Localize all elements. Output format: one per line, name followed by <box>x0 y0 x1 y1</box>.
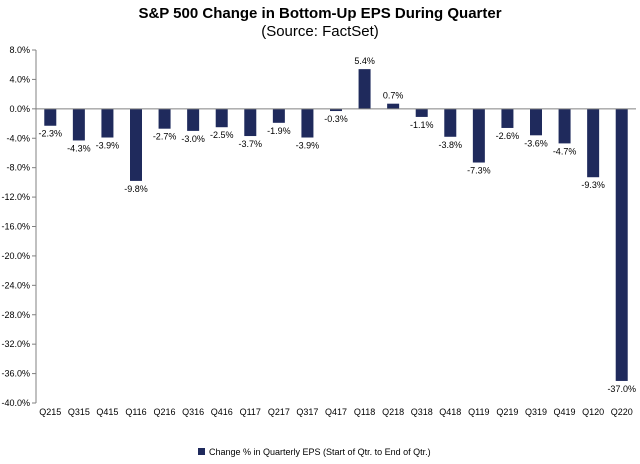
bar <box>101 108 114 138</box>
y-tick-label: 0.0% <box>9 104 30 114</box>
bar <box>358 69 371 109</box>
y-tick-label: -8.0% <box>6 163 30 173</box>
data-label: -1.1% <box>410 120 434 130</box>
y-axis: 8.0% 4.0% 0.0% -4.0% -8.0% -12.0% -16.0% -20.0%… <box>1 45 37 408</box>
y-tick-label: -24.0% <box>1 280 30 290</box>
y-tick-label: 8.0% <box>9 45 30 55</box>
bar <box>158 108 171 129</box>
bar <box>44 108 57 126</box>
bar <box>130 108 142 181</box>
data-label: -37.0% <box>607 384 636 394</box>
x-tick-label: Q218 <box>382 407 404 417</box>
data-label: -2.7% <box>153 132 177 142</box>
x-tick-label: Q220 <box>611 407 633 417</box>
x-tick-label: Q119 <box>468 407 489 417</box>
x-tick-label: Q216 <box>154 407 176 417</box>
data-label: -3.8% <box>439 140 463 150</box>
data-label: -3.9% <box>296 141 320 151</box>
x-tick-label: Q418 <box>439 407 461 417</box>
data-label: -2.6% <box>496 131 520 141</box>
y-tick-label: -28.0% <box>1 310 30 320</box>
x-tick-label: Q316 <box>182 407 204 417</box>
y-tick-label: -4.0% <box>6 133 30 143</box>
data-label: -9.8% <box>124 184 148 194</box>
y-tick-label: -32.0% <box>1 339 30 349</box>
x-tick-label: Q419 <box>554 407 576 417</box>
data-label: -3.9% <box>96 141 120 151</box>
x-tick-label: Q117 <box>240 407 261 417</box>
x-tick-label: Q318 <box>411 407 433 417</box>
bar <box>301 108 314 138</box>
x-tick-label: Q219 <box>496 407 518 417</box>
bar <box>501 108 514 128</box>
x-tick-label: Q217 <box>268 407 290 417</box>
x-tick-label: Q315 <box>68 407 90 417</box>
data-labels: -2.3% -4.3% -3.9% -9.8% -2.7% -3.0% -2.5% -3.7%… <box>39 56 636 394</box>
x-tick-label: Q120 <box>582 407 604 417</box>
bars <box>44 69 628 381</box>
legend-label: Change % in Quarterly EPS (Start of Qtr.… <box>209 447 431 457</box>
data-label: -2.3% <box>39 129 63 139</box>
data-label: 5.4% <box>354 56 375 66</box>
bar <box>472 108 485 163</box>
x-tick-label: Q215 <box>39 407 61 417</box>
x-tick-label: Q319 <box>525 407 547 417</box>
legend-swatch <box>198 448 205 455</box>
data-label: 0.7% <box>383 91 404 101</box>
chart-title: S&P 500 Change in Bottom-Up EPS During Q… <box>138 5 502 22</box>
x-tick-label: Q416 <box>211 407 233 417</box>
x-axis: Q215 Q315 Q415 Q116 Q216 Q316 Q416 Q117 Q217 Q317… <box>36 108 636 417</box>
data-label: -4.7% <box>553 146 577 156</box>
bar <box>415 108 428 117</box>
data-label: -0.3% <box>324 114 348 124</box>
data-label: -4.3% <box>67 143 91 153</box>
y-tick-label: -40.0% <box>1 398 30 408</box>
data-label: -9.3% <box>581 180 605 190</box>
x-tick-label: Q118 <box>354 407 375 417</box>
x-tick-label: Q417 <box>325 407 347 417</box>
data-label: -3.0% <box>181 134 205 144</box>
data-label: -3.6% <box>524 138 548 148</box>
bar <box>444 108 457 137</box>
bar <box>615 108 628 381</box>
bar <box>530 108 542 136</box>
bar <box>587 108 600 178</box>
data-label: -3.7% <box>239 139 263 149</box>
y-tick-label: -16.0% <box>1 222 30 232</box>
y-tick-label: -36.0% <box>1 369 30 379</box>
data-label: -1.9% <box>267 126 291 136</box>
bar <box>72 108 85 141</box>
y-tick-label: -20.0% <box>1 251 30 261</box>
y-tick-label: -12.0% <box>1 192 30 202</box>
bar <box>244 108 257 137</box>
data-label: -7.3% <box>467 166 491 176</box>
x-tick-label: Q415 <box>96 407 118 417</box>
chart-subtitle: (Source: FactSet) <box>261 23 379 40</box>
bar <box>272 108 285 123</box>
bar <box>558 108 571 144</box>
legend: Change % in Quarterly EPS (Start of Qtr.… <box>198 447 431 457</box>
x-tick-label: Q317 <box>296 407 318 417</box>
bar <box>387 103 400 109</box>
x-tick-label: Q116 <box>125 407 146 417</box>
y-tick-label: 4.0% <box>9 74 30 84</box>
bar <box>215 108 228 128</box>
bar <box>330 108 342 112</box>
data-label: -2.5% <box>210 130 234 140</box>
bar <box>187 108 200 131</box>
